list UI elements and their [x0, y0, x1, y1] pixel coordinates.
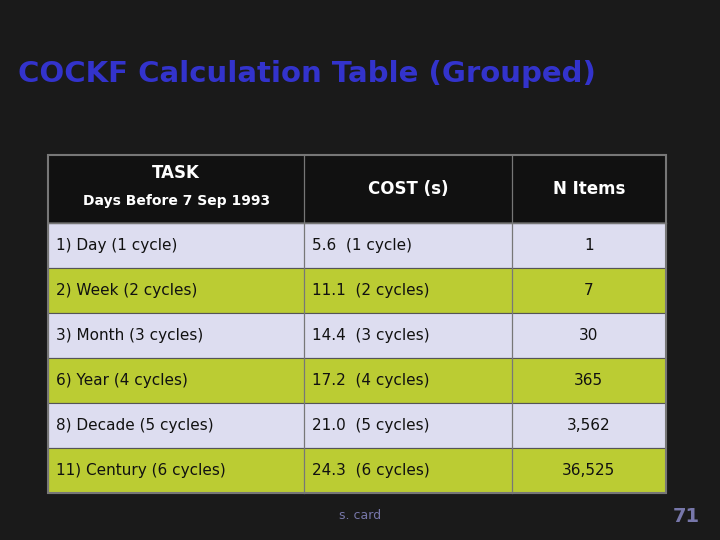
- Text: 14.4  (3 cycles): 14.4 (3 cycles): [312, 328, 430, 343]
- Text: s. card: s. card: [339, 509, 381, 522]
- Bar: [48, 155, 666, 493]
- Text: 1: 1: [584, 238, 593, 253]
- Bar: [48, 155, 666, 223]
- Text: TASK: TASK: [153, 164, 200, 182]
- Bar: [48, 268, 666, 313]
- Text: 5.6  (1 cycle): 5.6 (1 cycle): [312, 238, 413, 253]
- Text: 21.0  (5 cycles): 21.0 (5 cycles): [312, 418, 430, 433]
- Text: 6) Year (4 cycles): 6) Year (4 cycles): [56, 373, 188, 388]
- Text: 1) Day (1 cycle): 1) Day (1 cycle): [56, 238, 177, 253]
- Text: COCKF Calculation Table (Grouped): COCKF Calculation Table (Grouped): [18, 60, 596, 88]
- Bar: [48, 448, 666, 493]
- Text: 11) Century (6 cycles): 11) Century (6 cycles): [56, 463, 226, 478]
- Text: 365: 365: [574, 373, 603, 388]
- Bar: [48, 313, 666, 358]
- Bar: [48, 403, 666, 448]
- Text: 24.3  (6 cycles): 24.3 (6 cycles): [312, 463, 431, 478]
- Text: 3,562: 3,562: [567, 418, 611, 433]
- Text: 2) Week (2 cycles): 2) Week (2 cycles): [56, 283, 197, 298]
- Bar: [48, 223, 666, 268]
- Text: 71: 71: [673, 507, 700, 526]
- Text: 7: 7: [584, 283, 593, 298]
- Text: Days Before 7 Sep 1993: Days Before 7 Sep 1993: [83, 194, 270, 208]
- Text: COST (s): COST (s): [368, 180, 449, 198]
- Text: N Items: N Items: [552, 180, 625, 198]
- Text: 17.2  (4 cycles): 17.2 (4 cycles): [312, 373, 430, 388]
- Text: 30: 30: [579, 328, 598, 343]
- Bar: [48, 358, 666, 403]
- Text: 11.1  (2 cycles): 11.1 (2 cycles): [312, 283, 430, 298]
- Text: 8) Decade (5 cycles): 8) Decade (5 cycles): [56, 418, 214, 433]
- Text: 36,525: 36,525: [562, 463, 616, 478]
- Text: 3) Month (3 cycles): 3) Month (3 cycles): [56, 328, 203, 343]
